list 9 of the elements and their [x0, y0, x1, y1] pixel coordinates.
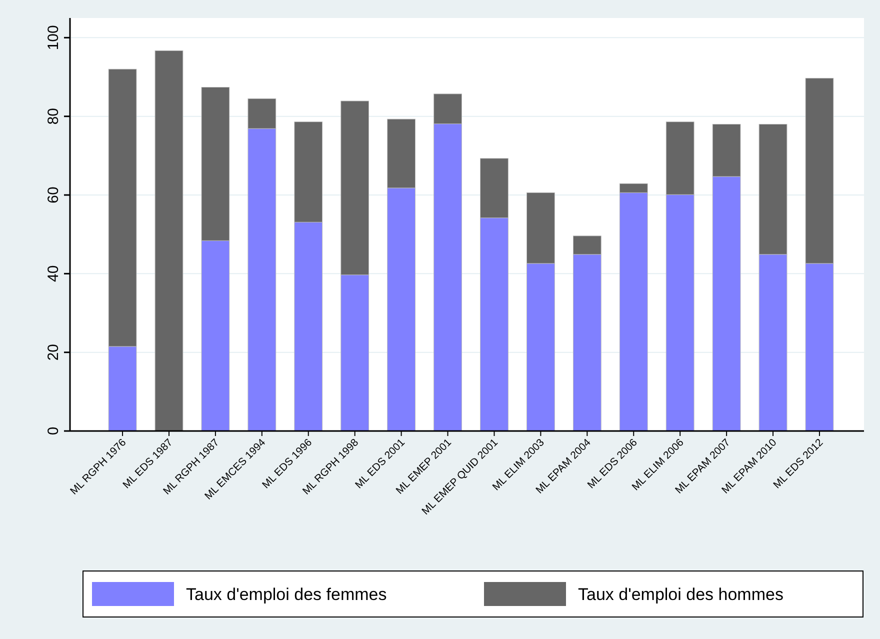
y-tick-label: 100	[45, 25, 62, 50]
legend-label: Taux d'emploi des hommes	[578, 585, 784, 604]
y-tick-label: 80	[45, 108, 62, 125]
y-tick-label: 0	[45, 426, 62, 436]
legend-label: Taux d'emploi des femmes	[186, 585, 387, 604]
y-tick-label: 60	[45, 186, 62, 204]
y-tick-label: 20	[45, 344, 62, 361]
bar	[154, 50, 184, 432]
y-tick-label: 40	[45, 265, 62, 282]
